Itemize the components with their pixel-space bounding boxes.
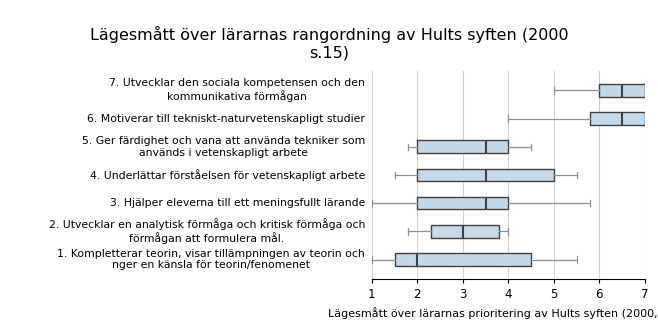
PathPatch shape <box>417 197 508 210</box>
Text: 3. Hjälper eleverna till ett meningsfullt lärande: 3. Hjälper eleverna till ett meningsfull… <box>110 198 365 208</box>
Text: 5. Ger färdighet och vana att använda tekniker som
används i vetenskapligt arbet: 5. Ger färdighet och vana att använda te… <box>82 136 365 158</box>
Text: 6. Motiverar till tekniskt-naturvetenskapligt studier: 6. Motiverar till tekniskt-naturvetenska… <box>88 114 365 124</box>
Text: Lägesmått över lärarnas rangordning av Hults syften (2000
s.15): Lägesmått över lärarnas rangordning av H… <box>89 26 569 60</box>
PathPatch shape <box>431 225 499 238</box>
Text: 2. Utvecklar en analytisk förmåga och kritisk förmåga och
förmågan att formulera: 2. Utvecklar en analytisk förmåga och kr… <box>49 218 365 244</box>
Text: 7. Utvecklar den sociala kompetensen och den
kommunikativa förmågan: 7. Utvecklar den sociala kompetensen och… <box>109 78 365 102</box>
PathPatch shape <box>590 112 645 125</box>
Text: 4. Underlättar förståelsen för vetenskapligt arbete: 4. Underlättar förståelsen för vetenskap… <box>89 169 365 181</box>
PathPatch shape <box>417 140 508 153</box>
Text: 1. Kompletterar teorin, visar tillämpningen av teorin och
nger en känsla för teo: 1. Kompletterar teorin, visar tillämpnin… <box>57 249 365 270</box>
PathPatch shape <box>395 253 531 266</box>
PathPatch shape <box>599 84 645 97</box>
X-axis label: Lägesmått över lärarnas prioritering av Hults syften (2000, s.15): Lägesmått över lärarnas prioritering av … <box>328 307 658 319</box>
PathPatch shape <box>417 169 554 181</box>
